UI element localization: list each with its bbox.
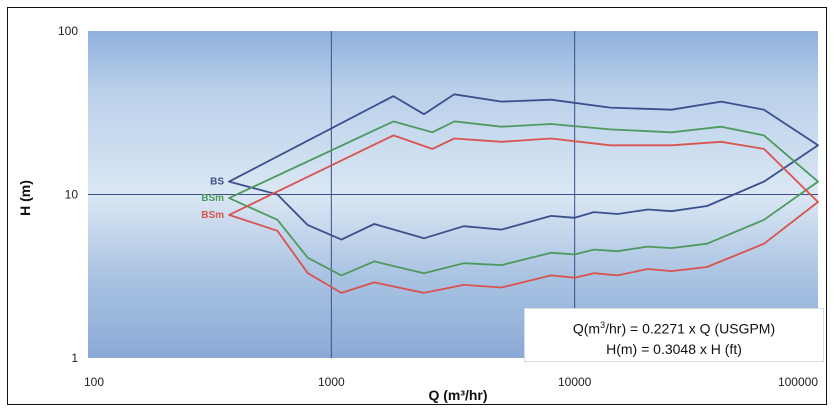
- series-label: BSm: [201, 193, 224, 204]
- x-axis-title: Q (m³/hr): [428, 387, 487, 403]
- series-envelope-1: [228, 120, 819, 277]
- x-tick-label: 100000: [778, 375, 818, 389]
- series-label: BS: [210, 177, 224, 188]
- chart-frame: BS BSm BSm 100 1000 10000 100000 100 10 1 Q (m³/…: [7, 7, 827, 405]
- y-tick-label: 1: [71, 351, 78, 365]
- y-axis-title: H (m): [17, 180, 33, 216]
- conversion-formula-box: Q(m3/hr) = 0.2271 x Q (USGPM) H(m) = 0.3…: [524, 308, 824, 362]
- x-tick-label: 10000: [558, 375, 592, 389]
- y-tick-label: 100: [58, 24, 78, 38]
- series-label: BSm: [201, 210, 224, 221]
- x-tick-label: 100: [84, 375, 104, 389]
- y-tick-label: 10: [65, 188, 79, 202]
- series-envelope-0: [228, 93, 819, 241]
- formula-line-1: Q(m3/hr) = 0.2271 x Q (USGPM): [572, 320, 776, 337]
- formula-line-2: H(m) = 0.3048 x H (ft): [606, 340, 742, 357]
- x-tick-label: 1000: [318, 375, 345, 389]
- series-envelope-2: [228, 134, 819, 294]
- performance-chart: BS BSm BSm 100 1000 10000 100000 100 10 1 Q (m³/…: [17, 24, 819, 403]
